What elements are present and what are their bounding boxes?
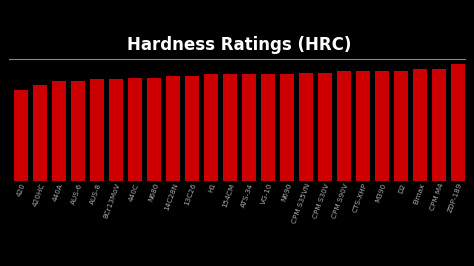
Bar: [451, 64, 465, 181]
Bar: [204, 74, 218, 181]
Bar: [109, 80, 123, 181]
Bar: [33, 85, 47, 181]
Bar: [280, 74, 294, 181]
Bar: [71, 81, 85, 181]
Bar: [413, 69, 427, 181]
Bar: [318, 73, 332, 181]
Bar: [375, 71, 389, 181]
Bar: [52, 81, 66, 181]
Bar: [90, 80, 104, 181]
Bar: [356, 71, 370, 181]
Bar: [337, 71, 351, 181]
Bar: [242, 74, 256, 181]
Bar: [185, 76, 199, 181]
Bar: [14, 90, 28, 181]
Bar: [261, 74, 275, 181]
Bar: [128, 78, 142, 181]
Bar: [147, 78, 161, 181]
Bar: [394, 71, 408, 181]
Bar: [299, 73, 313, 181]
Bar: [166, 76, 180, 181]
Bar: [432, 69, 446, 181]
Title: Hardness Ratings (HRC): Hardness Ratings (HRC): [127, 36, 352, 54]
Bar: [223, 74, 237, 181]
